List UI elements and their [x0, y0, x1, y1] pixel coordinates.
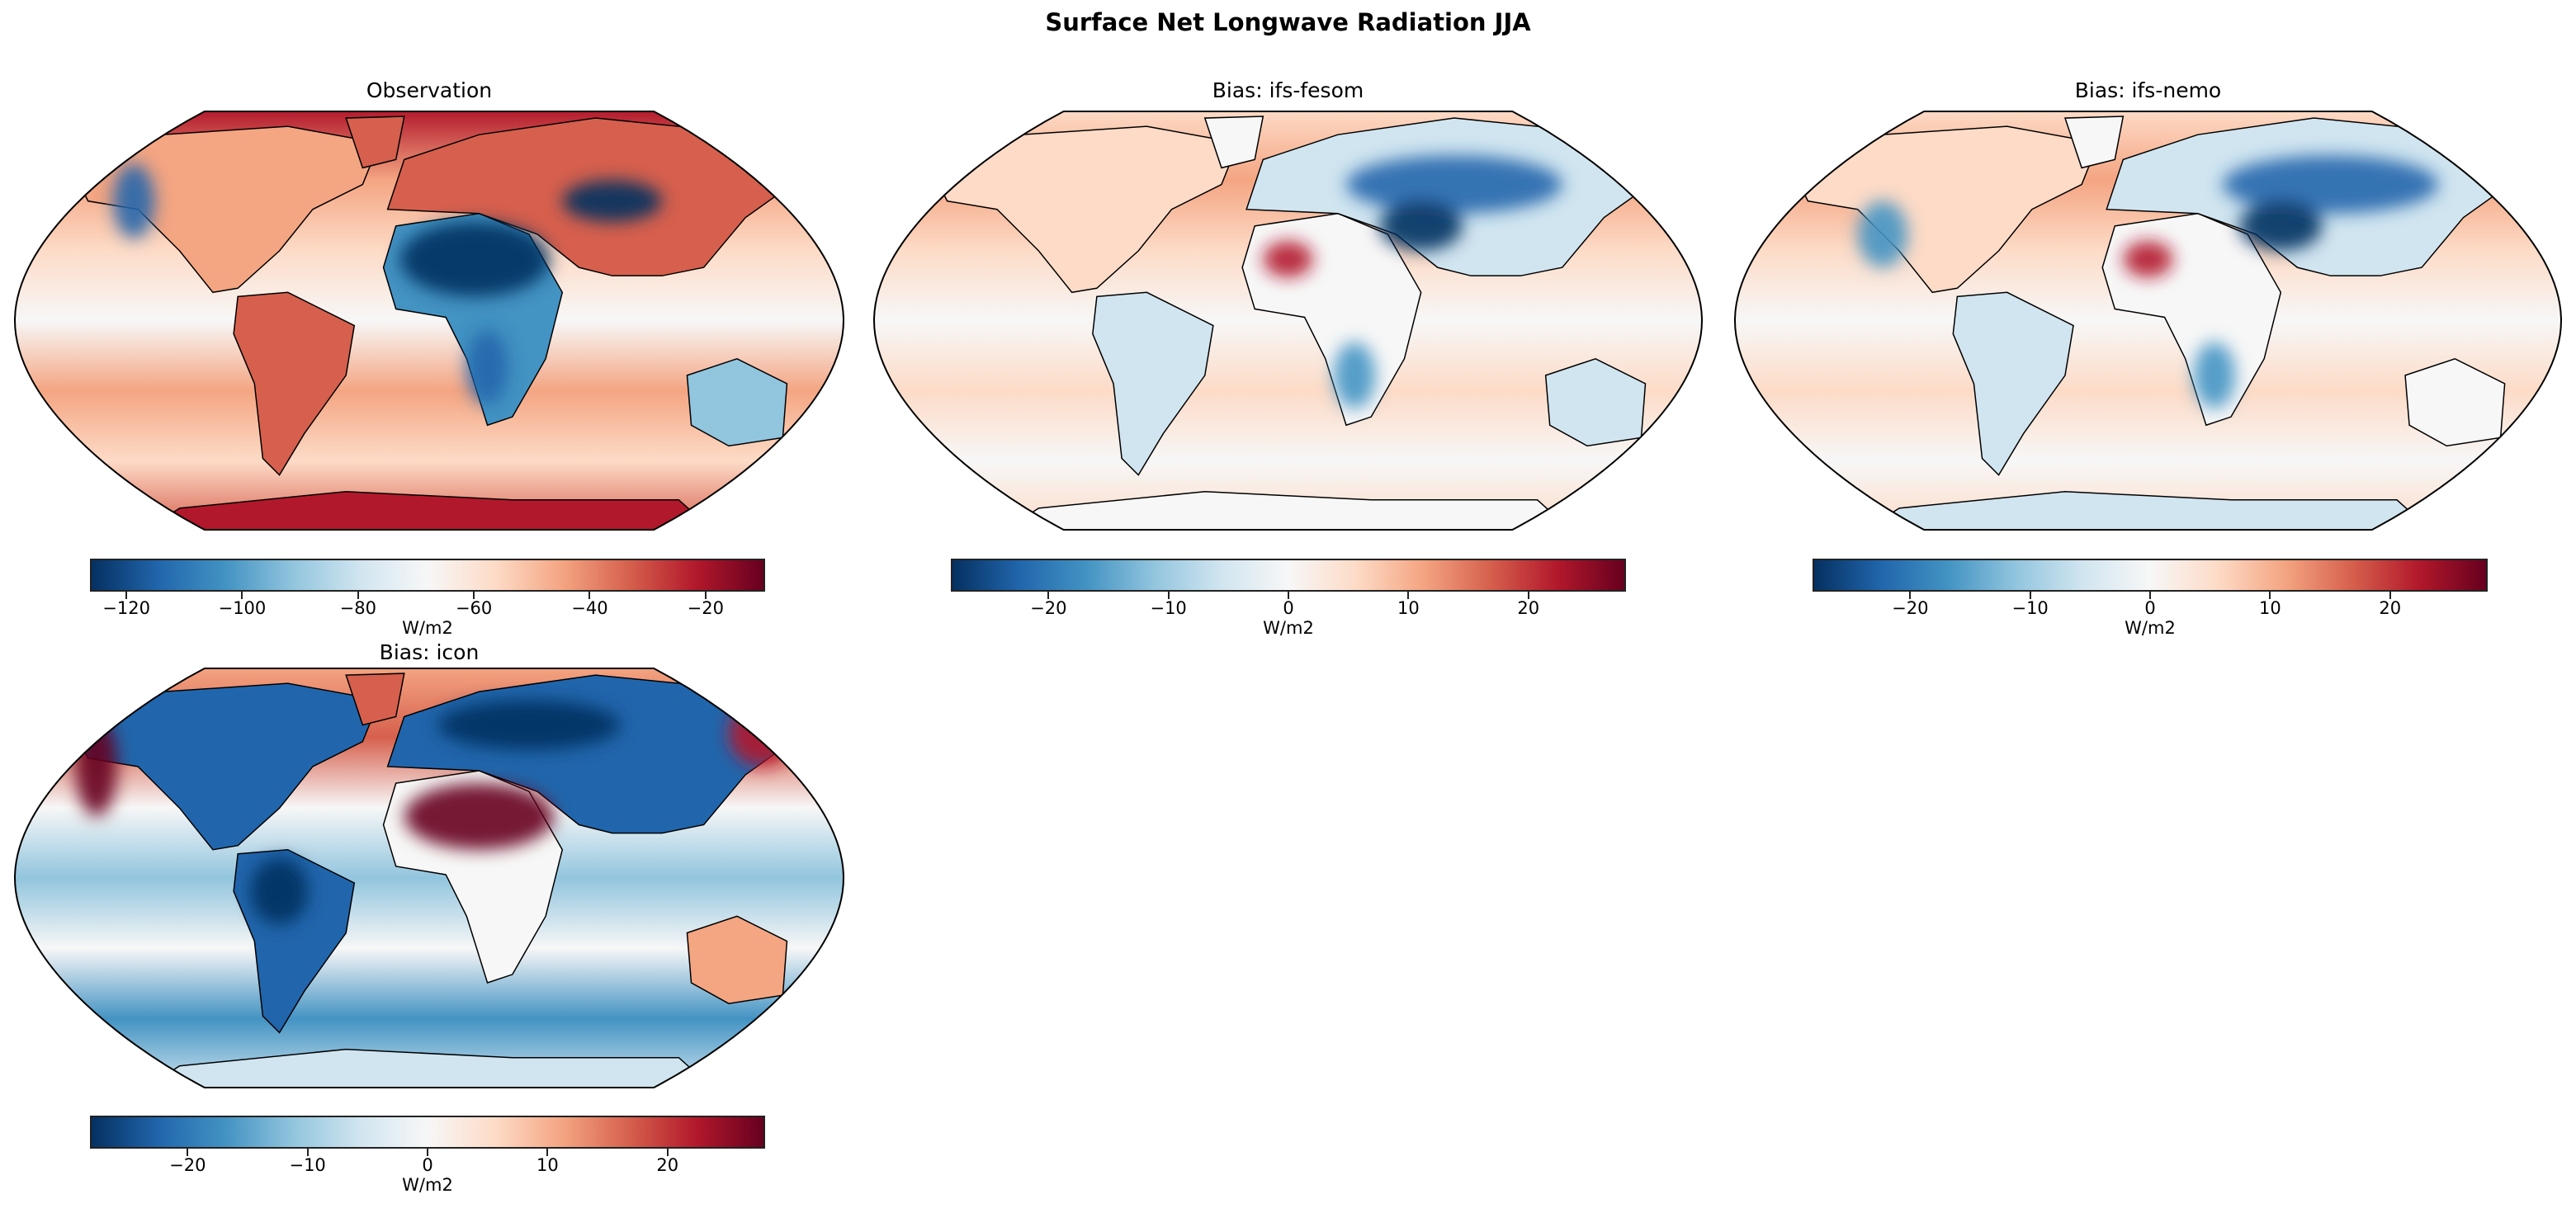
landmass-na — [70, 682, 380, 851]
map-outline — [14, 111, 844, 531]
colorbar-tick — [704, 592, 707, 599]
field-anomaly — [1333, 342, 1376, 409]
colorbar-label: W/m2 — [1263, 618, 1314, 638]
colorbar-tick-label: 0 — [1283, 598, 1294, 618]
colorbar-tick — [1288, 592, 1289, 599]
field-anomaly — [1345, 155, 1562, 214]
field-anomaly — [1857, 201, 1908, 268]
colorbar-tick-label: 20 — [2379, 598, 2402, 618]
map-svg — [873, 111, 1703, 531]
colorbar-tick-label: −20 — [1892, 598, 1929, 618]
field-anomaly — [2239, 201, 2323, 252]
colorbar-icon: W/m2 −20 −10 0 10 20 — [90, 1116, 765, 1194]
colorbar-tick — [2029, 592, 2031, 599]
colorbar-tick — [1527, 592, 1529, 599]
panel-title-icon: Bias: icon — [379, 640, 480, 664]
colorbar-tick-label: −20 — [687, 598, 724, 618]
panel-title-ifs-nemo: Bias: ifs-nemo — [2074, 78, 2222, 102]
colorbar-tick — [125, 592, 128, 599]
field-anomaly — [1263, 240, 1313, 278]
colorbar-tick — [1047, 592, 1050, 599]
colorbar-tick-label: 20 — [1517, 598, 1540, 618]
colorbar-tick — [588, 592, 591, 599]
colorbar-tick — [2389, 592, 2391, 599]
landmass-gl — [2063, 116, 2125, 169]
field-anomaly — [112, 163, 155, 238]
colorbar-tick-label: −120 — [102, 598, 150, 618]
colorbar-label: W/m2 — [402, 618, 453, 638]
colorbar-ifs-nemo: W/m2 −20 −10 0 10 20 — [1813, 559, 2488, 637]
colorbar-tick-label: −40 — [571, 598, 608, 618]
landmass-sa — [1092, 291, 1214, 476]
landmass-an — [1864, 490, 2432, 530]
colorbar-tick — [1909, 592, 1912, 599]
colorbar-tick — [241, 592, 243, 599]
map-icon — [13, 667, 845, 1089]
field-anomaly — [466, 329, 508, 405]
colorbar-tick-label: −80 — [339, 598, 376, 618]
colorbar-tick-label: 10 — [2258, 598, 2281, 618]
colorbar-tick-label: −10 — [1150, 598, 1187, 618]
landmass-na — [1790, 125, 2100, 294]
colorbar-label: W/m2 — [2125, 618, 2176, 638]
map-ifs-nemo — [1733, 110, 2563, 531]
colorbar-tick — [546, 1149, 549, 1156]
panel-title-ifs-fesom: Bias: ifs-fesom — [1212, 78, 1364, 102]
map-outline — [873, 111, 1703, 531]
colorbar-ifs-fesom: W/m2 −20 −10 0 10 20 — [951, 559, 1626, 637]
map-observation — [13, 110, 845, 531]
colorbar-tick-label: 20 — [656, 1155, 679, 1175]
landmass-gl — [345, 116, 405, 169]
field-anomaly — [399, 221, 551, 297]
field-anomaly — [728, 700, 796, 767]
landmass-an — [144, 1048, 714, 1088]
colorbar-tick — [2149, 592, 2151, 599]
field-anomaly — [437, 700, 621, 750]
field-anomaly — [250, 857, 309, 925]
figure-title: Surface Net Longwave Radiation JJA — [1045, 8, 1531, 36]
colorbar-tick — [1407, 592, 1410, 599]
field-anomaly — [562, 180, 663, 222]
colorbar-tick-label: −100 — [218, 598, 267, 618]
landmass-sa — [233, 291, 356, 476]
landmass-an — [144, 490, 714, 530]
field-anomaly — [2193, 342, 2236, 409]
colorbar-tick-label: 10 — [536, 1155, 559, 1175]
landmass-an — [1003, 490, 1572, 530]
colorbar-tick — [2269, 592, 2271, 599]
colorbar-observation: W/m2 −120 −100 −80 −60 −40 −20 — [90, 559, 765, 637]
colorbar-tick-label: −60 — [455, 598, 493, 618]
colorbar-tick-label: −20 — [169, 1155, 206, 1175]
field-anomaly — [1379, 201, 1463, 252]
landmass-sa — [1952, 291, 2074, 476]
map-svg — [1734, 111, 2562, 531]
colorbar-tick-label: 0 — [2144, 598, 2156, 618]
colorbar-tick — [357, 592, 359, 599]
landmass-na — [929, 125, 1240, 294]
panel-title-observation: Observation — [366, 78, 493, 102]
field-anomaly — [404, 783, 555, 850]
colorbar-tick — [473, 592, 475, 599]
colorbar-tick-label: −20 — [1030, 598, 1067, 618]
map-outline — [14, 668, 844, 1088]
colorbar-tick — [666, 1149, 669, 1156]
map-ifs-fesom — [872, 110, 1704, 531]
colorbar-tick — [1167, 592, 1170, 599]
colorbar-tick-label: −10 — [2011, 598, 2049, 618]
field-anomaly — [2222, 155, 2439, 214]
colorbar-tick — [427, 1149, 428, 1156]
colorbar-tick-label: 0 — [422, 1155, 433, 1175]
map-svg — [14, 668, 844, 1088]
colorbar-tick-label: 10 — [1397, 598, 1420, 618]
field-anomaly — [2123, 240, 2173, 278]
landmass-gl — [345, 673, 405, 726]
colorbar-tick — [187, 1149, 189, 1156]
map-outline — [1734, 111, 2562, 531]
field-anomaly — [75, 716, 117, 817]
colorbar-tick-label: −10 — [289, 1155, 326, 1175]
colorbar-label: W/m2 — [402, 1175, 453, 1195]
landmass-gl — [1203, 116, 1264, 169]
colorbar-tick — [306, 1149, 309, 1156]
map-svg — [14, 111, 844, 531]
